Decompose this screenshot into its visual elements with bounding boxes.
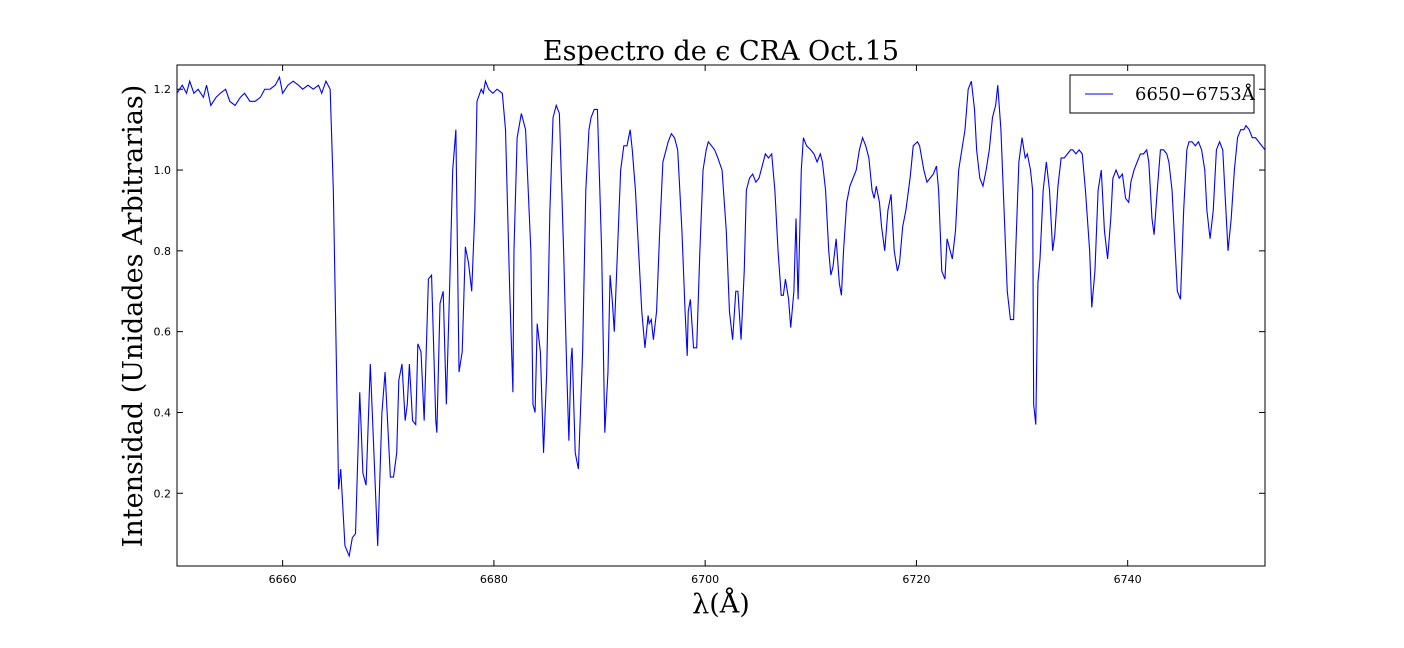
x-tick-label: 6720	[902, 573, 930, 586]
legend-label: 6650−6753Å	[1135, 83, 1256, 105]
x-tick-label: 6700	[691, 573, 719, 586]
y-tick-label: 0.4	[154, 406, 172, 419]
x-axis-label: λ(Å)	[692, 587, 750, 620]
chart-title: Espectro de ϵ CRA Oct.15	[543, 36, 899, 67]
y-axis-label: Intensidad (Unidades Arbitrarias)	[118, 85, 149, 548]
y-tick-label: 0.2	[154, 487, 172, 500]
spectrum-line	[176, 75, 1266, 558]
plot-area	[176, 64, 1266, 567]
y-tick-label: 1.2	[154, 83, 172, 96]
y-tick-label: 0.8	[154, 245, 172, 258]
x-tick-label: 6740	[1114, 573, 1142, 586]
y-tick-label: 1.0	[154, 164, 172, 177]
x-tick-label: 6660	[269, 573, 297, 586]
legend-box	[1069, 74, 1255, 114]
y-tick-label: 0.6	[154, 326, 172, 339]
x-tick-label: 6680	[480, 573, 508, 586]
